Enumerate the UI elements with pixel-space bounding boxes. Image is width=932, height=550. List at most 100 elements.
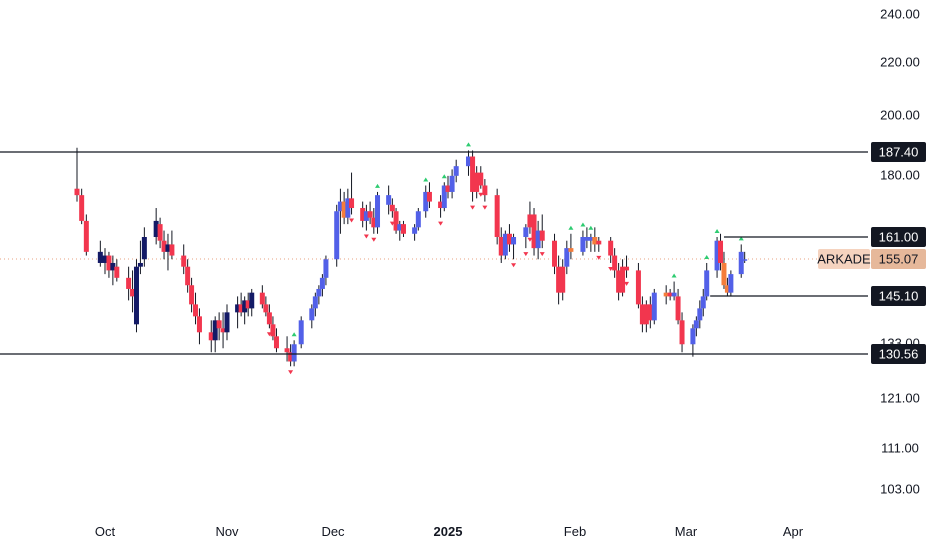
- buy-signal-marker: [714, 229, 720, 233]
- candle-body: [527, 214, 533, 228]
- candle-body: [445, 185, 451, 192]
- candle-body: [323, 259, 329, 278]
- candle: [242, 296, 248, 325]
- candle-body: [690, 328, 696, 345]
- candle-body: [667, 292, 673, 297]
- x-tick-label: Feb: [564, 524, 586, 539]
- candle: [718, 233, 724, 271]
- candle: [309, 304, 315, 329]
- candle: [397, 220, 403, 241]
- candle: [721, 251, 727, 289]
- candle: [169, 230, 175, 260]
- candle: [386, 185, 392, 215]
- candle-body: [141, 237, 147, 260]
- candle: [371, 208, 377, 242]
- candle-body: [474, 172, 480, 192]
- candle-body: [438, 201, 444, 209]
- candle: [79, 188, 85, 225]
- candle: [298, 316, 304, 349]
- candle-body: [616, 270, 622, 293]
- candle: [592, 227, 598, 252]
- level-lines: [0, 151, 868, 355]
- candle: [612, 248, 618, 278]
- candle: [690, 324, 696, 357]
- candle-body: [238, 304, 244, 313]
- candle-body: [102, 255, 108, 263]
- candle-body: [453, 166, 459, 176]
- buy-signal-marker: [580, 222, 586, 227]
- candle-body: [635, 270, 641, 305]
- candle: [165, 233, 171, 271]
- level-label-text: 187.40: [879, 145, 919, 160]
- candle-body: [386, 195, 392, 205]
- level-price-label: 187.40: [871, 142, 926, 162]
- candle-body: [284, 348, 290, 353]
- candle-body: [426, 191, 432, 202]
- candle: [259, 285, 265, 309]
- candle-body: [220, 328, 226, 333]
- buy-signal-marker: [704, 254, 710, 259]
- candle: [651, 288, 657, 325]
- buy-signal-marker: [568, 225, 574, 230]
- candle: [375, 183, 381, 234]
- candle: [671, 273, 677, 301]
- sell-signal-marker: [438, 221, 444, 226]
- sell-signal-marker: [596, 255, 602, 260]
- candle: [102, 248, 108, 275]
- sell-signal-marker: [470, 205, 476, 210]
- candle-body: [83, 220, 89, 252]
- candle-body: [412, 227, 418, 234]
- sell-signal-marker: [349, 218, 355, 223]
- candle-body: [423, 191, 429, 212]
- sell-signal-marker: [511, 263, 517, 268]
- candle: [620, 259, 626, 297]
- candle-body: [584, 237, 590, 241]
- candle: [393, 208, 399, 234]
- candle-body: [189, 285, 195, 305]
- candle-body: [196, 316, 202, 333]
- candle-body: [153, 220, 159, 237]
- x-tick-label: Nov: [215, 524, 239, 539]
- candle: [245, 292, 251, 317]
- level-price-label: 161.00: [871, 227, 926, 247]
- candle-body: [133, 266, 139, 325]
- candle: [704, 254, 710, 301]
- sell-signal-marker: [527, 237, 533, 242]
- candle-body: [169, 244, 175, 256]
- candle: [189, 277, 195, 313]
- candle: [675, 288, 681, 325]
- candle-body: [397, 224, 403, 231]
- candle-body: [130, 288, 136, 297]
- candle-body: [651, 292, 657, 321]
- candle-body: [704, 270, 710, 297]
- buy-signal-marker: [465, 142, 471, 147]
- candle-body: [465, 156, 471, 167]
- candle-body: [309, 308, 315, 321]
- candle: [482, 179, 488, 210]
- candle-body: [675, 296, 681, 321]
- candle: [137, 240, 143, 275]
- candle: [126, 266, 132, 301]
- candle-body: [360, 208, 366, 221]
- candle-body: [249, 292, 255, 309]
- candle: [74, 147, 80, 202]
- candle: [193, 292, 199, 325]
- candle-body: [568, 248, 574, 252]
- candle-body: [79, 195, 85, 221]
- candle-body: [337, 201, 343, 212]
- candle: [249, 288, 255, 317]
- candle: [453, 159, 459, 183]
- candle-body: [208, 332, 214, 341]
- last-price-value: 155.07: [879, 252, 919, 267]
- candle-body: [643, 304, 649, 325]
- sell-signal-marker: [608, 266, 614, 271]
- candle-body: [647, 304, 653, 321]
- x-tick-label: Oct: [95, 524, 116, 539]
- level-label-text: 145.10: [879, 289, 919, 304]
- candle-body: [612, 255, 618, 271]
- sell-signal-marker: [363, 234, 369, 239]
- candle: [238, 292, 244, 317]
- candle: [153, 208, 159, 245]
- candle: [667, 288, 673, 301]
